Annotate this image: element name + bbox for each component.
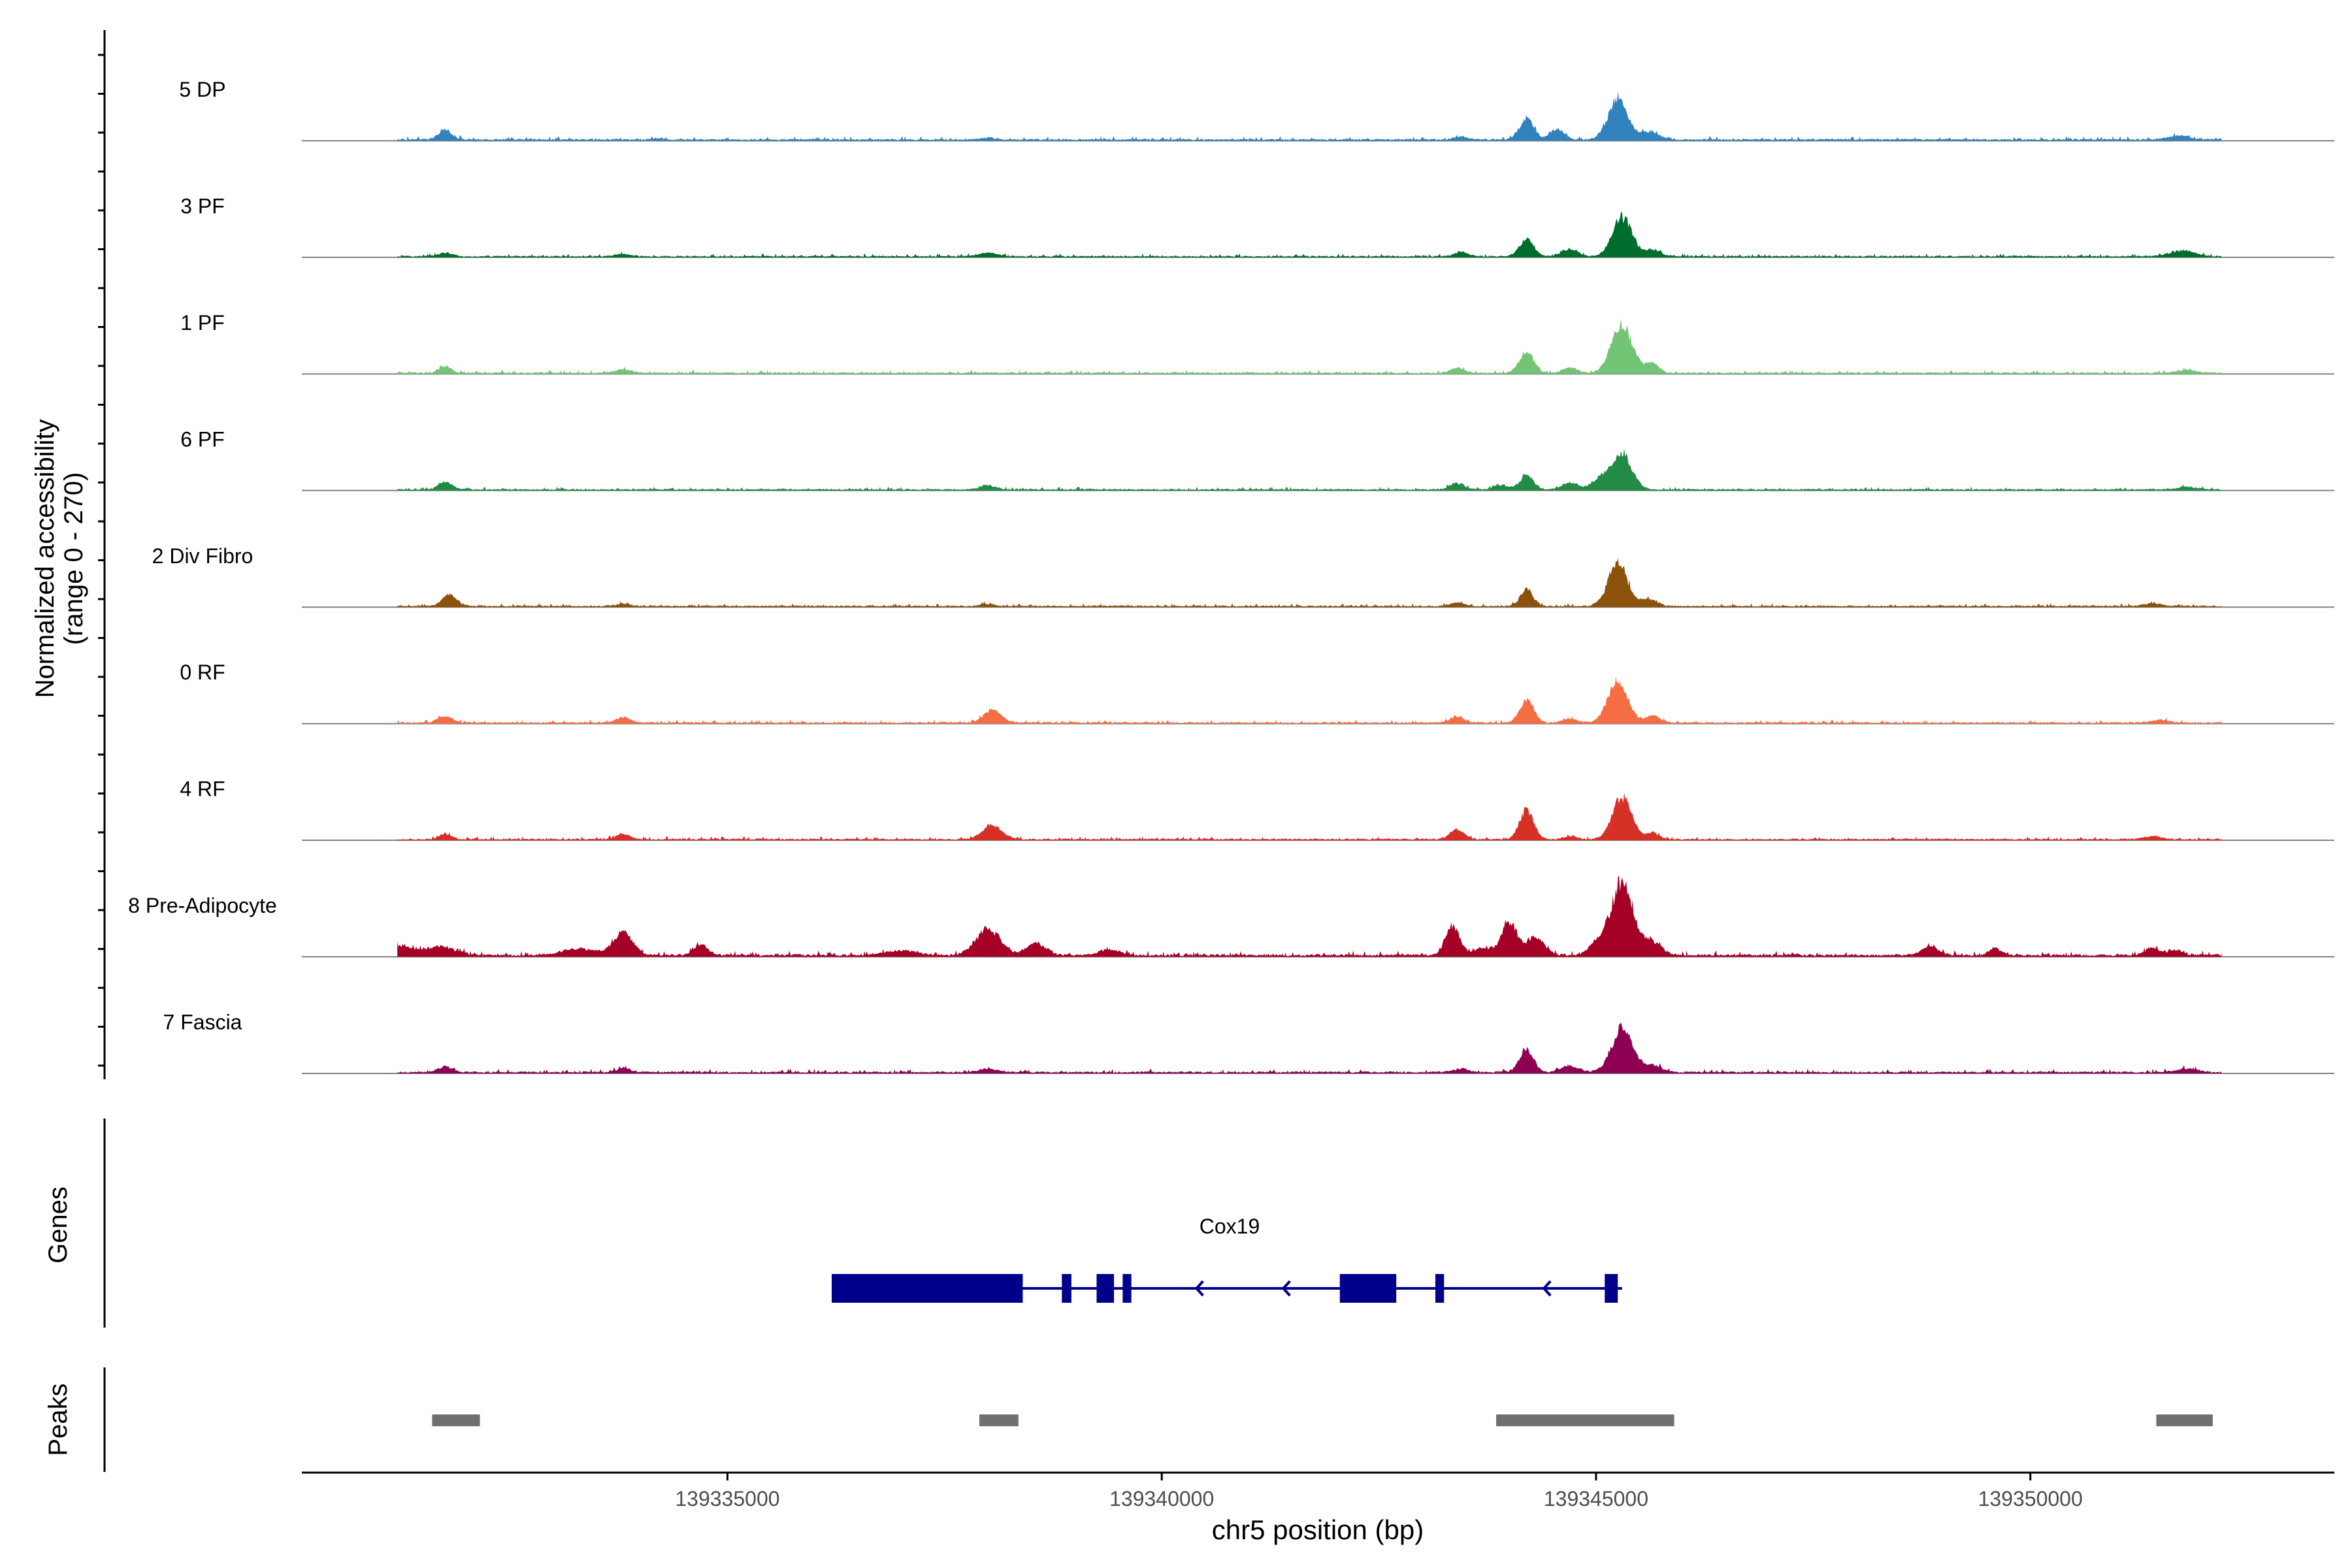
track-label: 7 Fascia [163,1011,242,1034]
coverage-area [397,676,2222,724]
peak-interval [1496,1414,1674,1426]
gene-exon [1062,1274,1071,1303]
peak-interval [432,1414,480,1426]
track-1-pf: 1 PF [180,311,2334,375]
track-6-pf: 6 PF [180,427,2334,491]
peak-interval [979,1414,1019,1426]
gene-exon [1096,1274,1115,1303]
x-axis-title: chr5 position (bp) [1212,1514,1424,1545]
track-5-dp: 5 DP [179,78,2334,142]
peaks-track-label: Peaks [44,1383,73,1456]
y-axis-title-line2: (range 0 - 270) [59,472,88,645]
gene-exon [1339,1274,1397,1303]
x-tick-label: 139350000 [1978,1487,2083,1511]
gene-exon [1435,1274,1445,1303]
track-label: 1 PF [180,311,225,335]
coverage-area [397,792,2222,841]
track-2-div-fibro: 2 Div Fibro [152,544,2334,608]
track-0-rf: 0 RF [180,661,2334,725]
track-label: 8 Pre-Adipocyte [128,894,277,917]
track-8-pre-adipocyte: 8 Pre-Adipocyte [128,875,2334,958]
track-label: 3 PF [180,194,225,218]
coverage-area [397,212,2222,257]
strand-arrow [1194,1280,1204,1297]
y-axis-title-line1: Normalized accessibility [31,419,59,698]
track-label: 5 DP [179,78,225,101]
coverage-area [397,318,2222,374]
coverage-area [397,91,2222,141]
peak-interval [2156,1414,2213,1426]
coverage-area [397,875,2222,957]
coverage-tracks: 5 DP 3 PF 1 PF 6 PF 2 Div Fibro 0 RF 4 RF 8 Pre… [128,78,2334,1074]
y-axis-title: Normalized accessibility (range 0 - 270) [31,419,88,698]
genes-track-label: Genes [44,1186,73,1264]
coverage-area [397,558,2222,608]
coverage-area [397,448,2222,491]
gene-name-label: Cox19 [1200,1215,1260,1238]
track-label: 4 RF [180,777,225,801]
coverage-y-ticks [98,54,105,1067]
track-label: 0 RF [180,661,225,684]
track-4-rf: 4 RF [180,777,2334,841]
track-7-fascia: 7 Fascia [163,1011,2334,1074]
x-tick-label: 139335000 [675,1487,779,1511]
peak-track [432,1414,2213,1426]
track-3-pf: 3 PF [180,194,2334,258]
gene-exon [1122,1274,1132,1303]
track-label: 2 Div Fibro [152,544,253,568]
strand-arrow [1542,1280,1552,1297]
x-tick-label: 139345000 [1544,1487,1648,1511]
gene-track [831,1274,1622,1303]
gene-exon [1605,1274,1618,1303]
strand-arrow [1281,1280,1291,1297]
coverage-area [397,1022,2222,1073]
track-label: 6 PF [180,427,225,451]
gene-exon [831,1274,1023,1303]
x-axis-ticks: 139335000 139340000 139345000 139350000 [675,1473,2083,1511]
x-tick-label: 139340000 [1109,1487,1214,1511]
